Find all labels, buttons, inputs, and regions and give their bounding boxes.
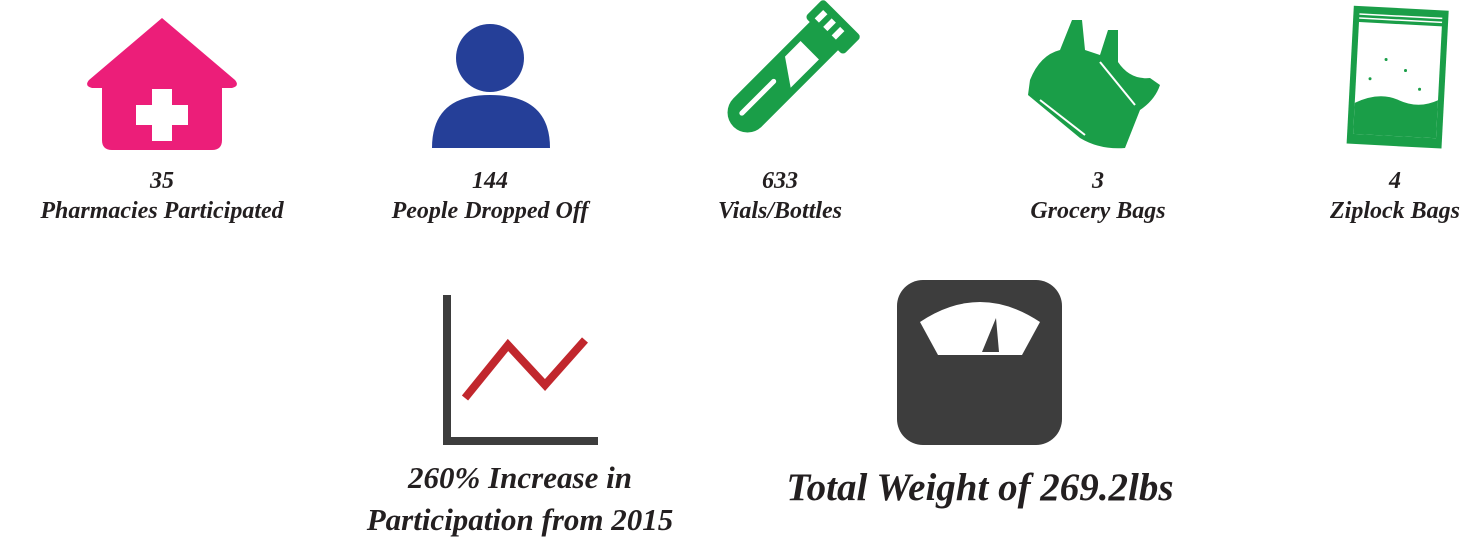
stat-label: Grocery Bags: [1030, 198, 1165, 224]
stat-value: 4: [1388, 168, 1401, 194]
stat-label: Vials/Bottles: [718, 198, 842, 224]
stat-label: Pharmacies Participated: [39, 198, 284, 224]
stat-value: 35: [149, 168, 174, 194]
increase-line: Participation from 2015: [366, 502, 674, 537]
pharmacy-icon: [87, 18, 237, 150]
total-weight: Total Weight of 269.2lbs: [786, 466, 1173, 509]
stat-label: People Dropped Off: [391, 198, 591, 224]
stat-value: 144: [472, 168, 508, 194]
increase-line: 260% Increase in: [407, 460, 632, 495]
grocery-bag-icon: [1028, 20, 1160, 149]
scale-icon: [897, 280, 1062, 445]
stat-value: 633: [762, 168, 798, 194]
stat-label: Ziplock Bags: [1329, 198, 1460, 224]
stat-value: 3: [1091, 168, 1104, 194]
ziplock-icon: [1346, 5, 1449, 149]
person-icon: [432, 24, 550, 148]
growth-icon: [443, 295, 598, 445]
vial-icon: [727, 0, 860, 133]
